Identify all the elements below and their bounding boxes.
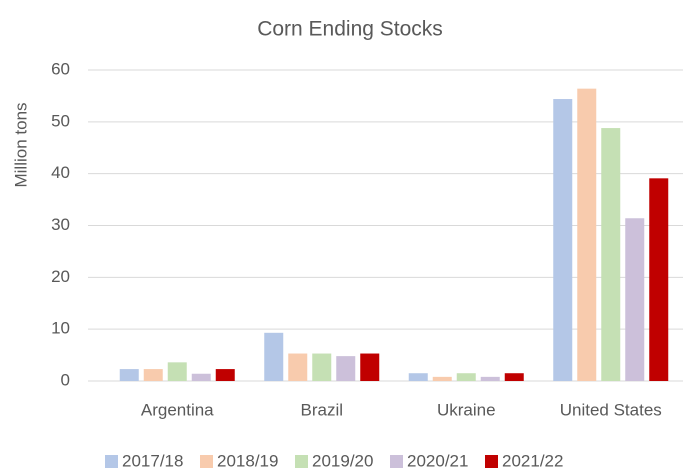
legend-swatch: [485, 455, 498, 468]
bar: [649, 178, 669, 381]
x-tick-label: Brazil: [300, 400, 343, 419]
x-tick-label: Ukraine: [437, 400, 496, 419]
y-tick-label: 10: [51, 319, 70, 338]
legend-swatch: [390, 455, 403, 468]
legend-label: 2018/19: [217, 451, 278, 470]
y-tick-label: 50: [51, 111, 70, 130]
bar: [601, 128, 621, 381]
bar: [264, 332, 284, 381]
bar: [288, 353, 308, 381]
bar: [167, 362, 187, 381]
legend-label: 2019/20: [312, 451, 373, 470]
legend-label: 2021/22: [502, 451, 563, 470]
chart-title: Corn Ending Stocks: [257, 18, 443, 41]
legend-label: 2017/18: [122, 451, 183, 470]
legend-swatch: [200, 455, 213, 468]
x-tick-label: United States: [560, 400, 662, 419]
y-tick-label: 20: [51, 267, 70, 286]
bar: [215, 369, 235, 381]
legend-label: 2020/21: [407, 451, 468, 470]
bar: [504, 373, 524, 381]
bar: [625, 218, 645, 381]
bar: [312, 353, 332, 381]
y-tick-label: 60: [51, 59, 70, 78]
bar: [360, 353, 380, 381]
bar: [336, 356, 356, 381]
legend-swatch: [295, 455, 308, 468]
bar: [553, 99, 573, 381]
bar: [191, 373, 211, 381]
bar: [119, 369, 139, 381]
y-axis-label: Million tons: [11, 102, 30, 187]
bar: [408, 373, 428, 381]
x-tick-label: Argentina: [141, 400, 214, 419]
bar: [432, 376, 452, 381]
bar: [480, 376, 500, 381]
bar: [143, 369, 163, 381]
bar: [577, 88, 597, 381]
y-tick-label: 40: [51, 163, 70, 182]
y-tick-label: 30: [51, 215, 70, 234]
bar: [456, 373, 476, 381]
y-tick-label: 0: [61, 370, 70, 389]
legend-swatch: [105, 455, 118, 468]
